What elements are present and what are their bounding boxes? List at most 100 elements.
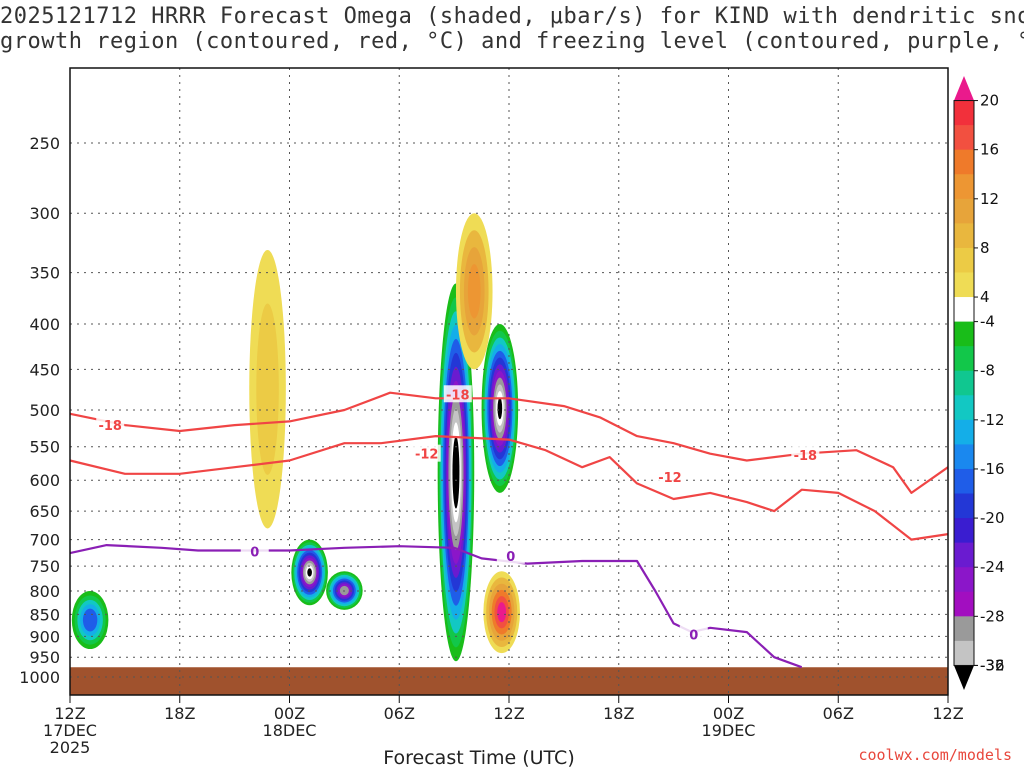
y-tick-label-650: 650 [29, 502, 60, 521]
y-tick-label-400: 400 [29, 315, 60, 334]
colorbar-cap-top [954, 76, 974, 101]
omega-fills [70, 68, 948, 695]
y-tick-label-1000: 1000 [19, 668, 60, 687]
x-tick-label-3-0: 06Z [384, 704, 415, 723]
contour-label-7: 0 [689, 628, 698, 643]
colorbar-bin-4 [954, 174, 974, 200]
colorbar-bin-14 [954, 419, 974, 445]
x-tick-label-8-0: 12Z [932, 704, 963, 723]
contour-label-bg-0 [96, 416, 125, 434]
colorbar-bin-19 [954, 542, 974, 568]
chart-title: 2025121712 HRRR Forecast Omega (shaded, … [0, 4, 1024, 54]
credit-link[interactable]: coolwx.com/models [858, 746, 1012, 764]
colorbar-label-8: -16 [980, 460, 1005, 478]
colorbar-bin-23 [954, 640, 974, 666]
colorbar-bin-18 [954, 518, 974, 544]
y-tick-label-500: 500 [29, 401, 60, 420]
axes: 250 300 350 400 450 500 550 600 650 700 750 800 850 9… [19, 67, 964, 757]
colorbar-label-0: 20 [980, 92, 999, 110]
x-tick-label-2-1: 18DEC [263, 721, 317, 740]
colorbar-label-6: -8 [980, 362, 995, 380]
y-tick-label-700: 700 [29, 531, 60, 550]
contour-label-5: 0 [250, 546, 259, 561]
colorbar-bin-3 [954, 149, 974, 175]
colorbar-bin-7 [954, 247, 974, 273]
omega-feature-7-level-1 [256, 303, 279, 475]
y-tick-label-250: 250 [29, 134, 60, 153]
colorbar-bin-16 [954, 468, 974, 495]
y-tick-label-750: 750 [29, 557, 60, 576]
x-tick-label-0-0: 12Z [54, 704, 85, 723]
colorbar-bin-2 [954, 125, 974, 151]
colorbar-bin-22 [954, 616, 974, 642]
colorbar-bin-20 [954, 567, 974, 593]
contour-line-0 [69, 391, 949, 494]
colorbar-label-10: -24 [980, 558, 1005, 576]
colorbar-cap-bottom [954, 665, 974, 690]
x-tick-label-5-0: 18Z [603, 704, 634, 723]
x-axis-title: Forecast Time (UTC) [383, 747, 574, 768]
omega-feature-2-level-11 [307, 568, 312, 577]
contour-label-2: -12 [415, 448, 439, 463]
contour-label-6: 0 [506, 550, 515, 565]
contour-label-bg-3 [655, 468, 684, 486]
y-tick-label-600: 600 [29, 471, 60, 490]
colorbar-bin-17 [954, 493, 974, 519]
y-tick-label-550: 550 [29, 438, 60, 457]
contour-label-4: -18 [794, 449, 818, 464]
colorbar-bin-21 [954, 591, 974, 617]
colorbar-label-9: -20 [980, 509, 1005, 527]
colorbar-label-7: -12 [980, 411, 1005, 429]
colorbar: 20 16 12 8 4 -4 -8 -12 -16 -20 -24 -28 -32-36 [953, 76, 1005, 690]
x-tick-label-6-1: 19DEC [702, 721, 756, 740]
y-tick-label-850: 850 [29, 605, 60, 624]
colorbar-frame [953, 100, 975, 666]
contour-label-bg-5 [240, 542, 269, 560]
colorbar-label-5: -4 [980, 313, 995, 331]
colorbar-label-12: -32 [980, 656, 1005, 674]
temperature-contours: -18 -18 -12 -12 -18 0 0 0 [69, 385, 949, 669]
colorbar-label-3: 8 [980, 239, 990, 257]
y-tick-label-350: 350 [29, 264, 60, 283]
colorbar-bin-12 [954, 370, 974, 396]
x-tick-label-0-2: 2025 [50, 738, 91, 757]
colorbar-label-11: -28 [980, 607, 1005, 625]
plot-frame [69, 67, 949, 696]
y-tick-label-450: 450 [29, 360, 60, 379]
contour-label-bg-6 [496, 546, 525, 564]
contour-label-3: -12 [658, 471, 682, 486]
colorbar-label-4: 4 [980, 288, 990, 306]
omega-feature-5-level-5 [497, 602, 507, 623]
y-tick-label-950: 950 [29, 648, 60, 667]
omega-feature-1-level-11 [497, 397, 503, 420]
omega-feature-4-level-5 [85, 613, 95, 628]
colorbar-bin-6 [954, 223, 974, 249]
colorbar-bin-11 [954, 346, 974, 372]
contour-label-bg-1 [443, 385, 472, 403]
colorbar-bin-13 [954, 395, 974, 421]
contour-label-1: -18 [446, 388, 470, 403]
x-tick-label-2-0: 00Z [274, 704, 305, 723]
colorbar-bin-9 [954, 297, 974, 323]
y-tick-label-900: 900 [29, 627, 60, 646]
x-tick-label-7-0: 06Z [823, 704, 854, 723]
colorbar-label-1: 16 [980, 141, 999, 159]
x-tick-label-4-0: 12Z [493, 704, 524, 723]
contour-label-bg-4 [791, 446, 820, 464]
x-tick-label-6-0: 00Z [713, 704, 744, 723]
colorbar-bin-1 [954, 100, 974, 126]
colorbar-bin-5 [954, 198, 974, 224]
colorbar-bin-8 [954, 272, 974, 298]
colorbar-label-13: -36 [980, 656, 1005, 674]
y-tick-label-800: 800 [29, 582, 60, 601]
omega-feature-0-level-12 [453, 450, 459, 495]
title-line-2: growth region (contoured, red, °C) and f… [0, 29, 1024, 54]
x-tick-label-1-0: 18Z [164, 704, 195, 723]
contour-label-bg-7 [679, 625, 708, 643]
omega-feature-6-level-3 [467, 264, 481, 319]
x-tick-label-0-1: 17DEC [43, 721, 97, 740]
colorbar-label-2: 12 [980, 190, 999, 208]
contour-line-1 [69, 435, 949, 541]
contour-label-0: -18 [98, 419, 122, 434]
